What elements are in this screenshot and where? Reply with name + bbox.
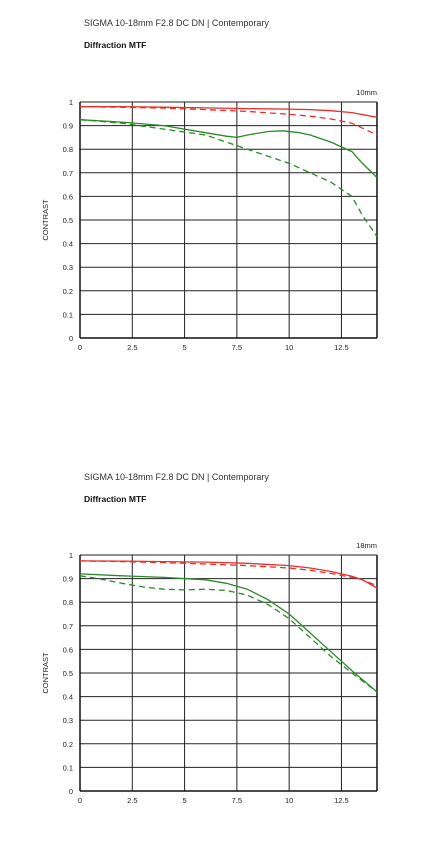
series-line-3 — [79, 575, 378, 693]
y-tick-label: 0.1 — [63, 763, 73, 772]
y-tick-label: 0.6 — [63, 645, 73, 654]
x-tick-label: 2.5 — [127, 343, 137, 352]
y-tick-label: 0 — [69, 334, 73, 343]
y-tick-label: 0.6 — [63, 192, 73, 201]
series-line-2 — [79, 573, 378, 693]
y-tick-label: 0.4 — [63, 693, 73, 702]
y-tick-label: 0.4 — [63, 240, 73, 249]
x-tick-label: 5 — [182, 343, 186, 352]
x-tick-label: 0 — [78, 343, 82, 352]
y-tick-label: 0.9 — [63, 122, 73, 131]
y-tick-label: 0.2 — [63, 740, 73, 749]
series-line-3 — [79, 119, 378, 237]
chart-1-svg: 00.10.20.30.40.50.60.70.80.910 2.5 5 7.5 10 1… — [41, 88, 378, 352]
x-tick-label: 5 — [182, 796, 186, 805]
x-tick-label: 10 — [285, 343, 293, 352]
chart-2: 0 0.1 0.2 0.3 0.4 0.5 0.6 0.7 0.8 0.9 1 0 2.5 5 7.5 10 1… — [0, 533, 436, 813]
y-tick-label: 0.3 — [63, 716, 73, 725]
y-tick-label: 0.3 — [63, 263, 73, 272]
series-line-0 — [79, 560, 378, 589]
y-tick-label: 0.5 — [63, 669, 73, 678]
chart-1-header: SIGMA 10-18mm F2.8 DC DN | Contemporary … — [84, 18, 269, 50]
y-tick-label: 1 — [69, 551, 73, 560]
focal-length-label: 10mm — [356, 88, 377, 97]
x-tick-label: 12.5 — [334, 343, 349, 352]
x-tick-label: 10 — [285, 796, 293, 805]
chart-2-subtitle: SIGMA 10-18mm F2.8 DC DN | Contemporary — [84, 472, 269, 482]
chart-1-title: Diffraction MTF — [84, 40, 147, 50]
series-line-1 — [79, 106, 378, 136]
y-tick-label: 0.8 — [63, 598, 73, 607]
series-line-2 — [79, 119, 378, 178]
y-tick-label: 0.7 — [63, 622, 73, 631]
x-tick-label: 7.5 — [232, 796, 242, 805]
y-tick-label: 0.9 — [63, 575, 73, 584]
y-tick-label: 0.8 — [63, 145, 73, 154]
x-tick-label: 12.5 — [334, 796, 349, 805]
chart-2-svg: 00.10.20.30.40.50.60.70.80.910 2.5 5 7.5 10 1… — [41, 541, 378, 805]
x-tick-label: 0 — [78, 796, 82, 805]
y-tick-label: 0.1 — [63, 310, 73, 319]
y-axis-label: CONTRAST — [41, 652, 50, 694]
chart-2-header: SIGMA 10-18mm F2.8 DC DN | Contemporary … — [84, 472, 269, 504]
focal-length-label: 18mm — [356, 541, 377, 550]
chart-2-title: Diffraction MTF — [84, 494, 147, 504]
y-tick-label: 1 — [69, 98, 73, 107]
series-line-0 — [80, 106, 378, 118]
y-axis-label: CONTRAST — [41, 199, 50, 241]
y-tick-label: 0 — [69, 787, 73, 796]
x-tick-label: 7.5 — [232, 343, 242, 352]
series-line-1 — [79, 560, 378, 587]
x-tick-label: 2.5 — [127, 796, 137, 805]
chart-1-subtitle: SIGMA 10-18mm F2.8 DC DN | Contemporary — [84, 18, 269, 28]
y-tick-label: 0.2 — [63, 287, 73, 296]
chart-1: 0 0.1 0.2 0.3 0.4 0.5 0.6 0.7 0.8 0.9 1 0 2.5 5 7.5 10 1… — [0, 80, 436, 360]
y-tick-label: 0.7 — [63, 169, 73, 178]
y-tick-label: 0.5 — [63, 216, 73, 225]
